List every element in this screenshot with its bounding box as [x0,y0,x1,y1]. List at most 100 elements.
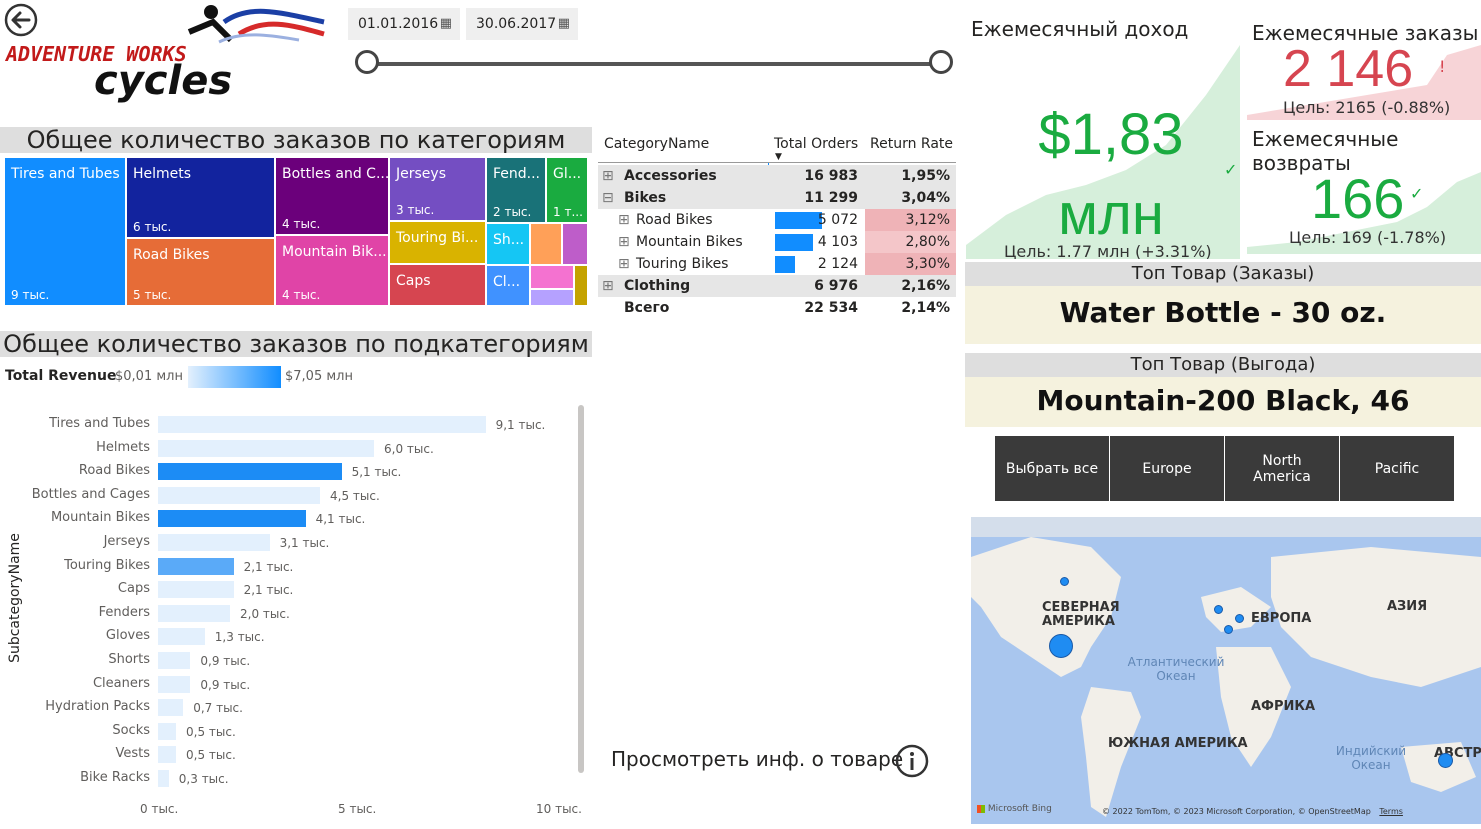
bar[interactable] [158,628,205,646]
orders-databar [775,212,823,229]
map-bubble-canada[interactable] [1060,577,1069,586]
bar[interactable] [158,534,270,551]
product-info-link[interactable]: Просмотреть инф. о товаре [611,747,904,771]
bar[interactable] [158,675,191,693]
bar[interactable] [158,652,191,669]
map-label-south-america: ЮЖНАЯ АМЕРИКА [1108,736,1248,751]
treemap-cell[interactable]: Jerseys 3 тыс. [390,158,485,220]
treemap-cell[interactable]: Road Bikes 5 тыс. [127,239,274,305]
region-button-europe[interactable]: Europe [1109,435,1225,502]
map-copyright-text: © 2022 TomTom, © 2023 Microsoft Corporat… [1102,807,1371,816]
bar-value-label: 0,9 тыс. [200,654,251,668]
bar-value-label: 0,5 тыс. [186,724,236,739]
date-slider-end-handle[interactable] [929,50,953,74]
end-date-input[interactable]: 30.06.2017 ▦ [466,8,578,40]
treemap-cell[interactable]: Bottles and C... 4 тыс. [276,158,388,234]
bar[interactable] [158,604,230,622]
matrix-row[interactable]: Всего 22 534 2,14% [598,297,956,319]
sort-desc-icon: ▼ [775,152,782,162]
treemap-cell[interactable]: Touring Bi... [390,222,485,263]
check-icon: ✓ [1410,184,1424,203]
bar[interactable] [158,581,234,599]
map-bubble-uk[interactable] [1214,605,1223,614]
treemap-cell[interactable]: Tires and Tubes 9 тыс. [5,158,125,305]
col-header-return-rate[interactable]: Return Rate [870,136,954,152]
treemap-cell-label: Fend... [493,166,541,182]
region-button-select-all[interactable]: Выбрать все [994,435,1110,502]
map-bubble-australia[interactable] [1438,753,1453,768]
treemap-cell[interactable]: Sh... [487,224,529,264]
calendar-icon[interactable]: ▦ [557,16,570,31]
treemap-cell-small[interactable] [575,266,587,305]
bar[interactable] [158,557,234,575]
expand-toggle-icon[interactable]: ⊞ [618,234,630,250]
expand-toggle-icon[interactable]: ⊞ [618,212,630,228]
treemap-cell-value: 5 тыс. [133,288,172,302]
treemap-cell-small[interactable] [531,266,573,288]
treemap-cell-value: 1 т... [553,205,583,219]
date-slider-track[interactable] [366,62,942,66]
bar[interactable] [158,770,169,787]
top-product-profit-value: Mountain-200 Black, 46 [1036,384,1410,417]
bar-value-label: 5,1 тыс. [351,465,402,480]
expand-toggle-icon[interactable]: ⊞ [602,168,614,184]
bar[interactable] [158,486,320,504]
map-copyright: © 2022 TomTom, © 2023 Microsoft Corporat… [1102,807,1403,816]
calendar-icon[interactable]: ▦ [439,16,452,31]
subcategory-chart-title: Общее количество заказов по подкатегория… [0,331,592,357]
treemap-cell[interactable]: Fend... 2 тыс. [487,158,545,222]
treemap-cell[interactable]: Helmets 6 тыс. [127,158,274,237]
treemap-cell-small[interactable] [563,224,587,264]
kpi-orders-value: 2 146 [1283,40,1414,98]
bar-value-label: 0,5 тыс. [186,748,236,763]
matrix-row[interactable]: ⊞ Road Bikes 5 072 3,12% [598,209,956,231]
map-bubble-usa[interactable] [1049,634,1073,658]
matrix-row[interactable]: ⊟ Bikes 11 299 3,04% [598,187,956,209]
matrix-row[interactable]: ⊞ Touring Bikes 2 124 3,30% [598,253,956,275]
expand-toggle-icon[interactable]: ⊞ [618,256,630,272]
bar-value-label: 2,0 тыс. [240,606,290,621]
expand-toggle-icon[interactable]: ⊟ [602,190,614,206]
date-slider-start-handle[interactable] [355,50,379,74]
bar[interactable] [158,416,486,433]
region-button-north-america[interactable]: North America [1224,435,1340,502]
treemap-cell[interactable]: Cl... [487,266,529,305]
map-label-indian: Индийский Океан [1335,744,1407,772]
bar[interactable] [158,439,374,457]
bing-logo: Microsoft Bing [977,804,1052,814]
expand-toggle-icon[interactable]: ⊞ [602,278,614,294]
matrix-row[interactable]: ⊞ Mountain Bikes 4 103 2,80% [598,231,956,253]
logo: ADVENTURE WORKS cycles [4,2,329,110]
treemap-cell-small[interactable] [531,224,561,264]
chart-scrollbar[interactable] [578,405,584,773]
bar-value-label: 6,0 тыс. [384,441,434,456]
region-button-pacific[interactable]: Pacific [1339,435,1455,502]
matrix-row[interactable]: ⊞ Accessories 16 983 1,95% [598,165,956,187]
back-arrow-icon[interactable] [4,3,38,37]
col-header-total-orders[interactable]: Total Orders [774,136,859,152]
world-map[interactable]: СЕВЕРНАЯ АМЕРИКА ЕВРОПА АЗИЯ АФРИКА ЮЖНА… [971,517,1481,824]
bar[interactable] [158,722,176,740]
kpi-orders-card: Ежемесячные заказы 2 146 ! Цель: 2165 (-… [1247,5,1481,120]
map-terms-link[interactable]: Terms [1379,807,1403,816]
bar[interactable] [158,746,176,764]
bar[interactable] [158,510,306,528]
treemap-cell[interactable]: Gl... 1 т... [547,158,587,222]
bar[interactable] [158,699,184,717]
start-date-input[interactable]: 01.01.2016 ▦ [348,8,460,40]
col-header-category[interactable]: CategoryName [604,136,710,152]
matrix-orders: 5 072 [817,212,858,228]
treemap-cell-label: Sh... [493,232,525,248]
matrix-row[interactable]: ⊞ Clothing 6 976 2,16% [598,275,956,297]
treemap-cell-value: 2 тыс. [493,205,532,219]
info-icon[interactable] [895,744,929,778]
treemap-cell[interactable]: Mountain Bik... 4 тыс. [276,236,388,305]
bar-category-label: Hydration Packs [45,699,150,715]
bar[interactable] [158,463,342,481]
treemap-cell[interactable]: Caps [390,265,485,305]
map-bubble-germany[interactable] [1235,614,1244,623]
map-bubble-france[interactable] [1224,625,1233,634]
start-date-value: 01.01.2016 [358,16,439,32]
treemap-cell-small[interactable] [531,290,573,305]
matrix-return-rate: 2,80% [905,234,950,250]
